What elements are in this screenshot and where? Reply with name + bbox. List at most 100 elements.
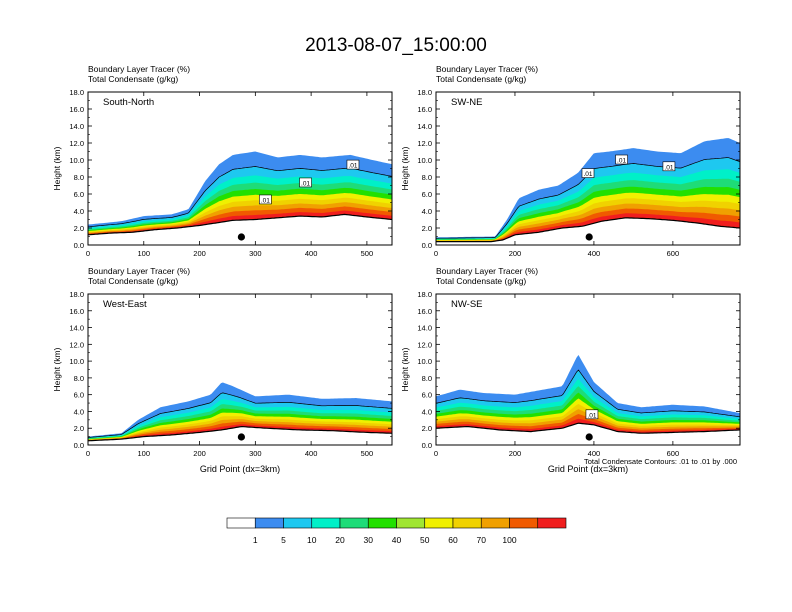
colorbar-label: 50 (420, 535, 430, 545)
panel-subtitle-condensate: Total Condensate (g/kg) (436, 74, 526, 84)
x-tick-label: 500 (361, 449, 374, 458)
colorbar-swatch (424, 517, 454, 529)
contour-label: .01 (662, 161, 676, 171)
location-marker (585, 433, 593, 441)
contour-label-text: .01 (587, 412, 596, 419)
colorbar-label: 40 (392, 535, 402, 545)
y-tick-label: 12.0 (417, 139, 432, 148)
terrain-line (436, 217, 740, 243)
contour-label-box (585, 409, 599, 420)
location-marker (585, 233, 593, 241)
colorbar-label: 70 (477, 535, 487, 545)
location-marker (237, 233, 245, 241)
panel-subtitle-tracer: Boundary Layer Tracer (%) (436, 266, 538, 276)
y-tick-label: 14.0 (417, 122, 432, 131)
y-tick-label: 12.0 (69, 340, 84, 349)
panels: .01 .01 .01 0.0 2.0 4.0 6.0 8.0 10.0 12.0 14.0 16.0… (52, 64, 741, 474)
y-tick-label: 2.0 (74, 224, 84, 233)
panel-label: NW-SE (451, 299, 483, 310)
y-tick-label: 14.0 (69, 122, 84, 131)
contour-label: .01 (615, 154, 628, 165)
y-tick-label: 10.0 (417, 156, 432, 165)
y-tick-label: 10.0 (69, 357, 84, 366)
contour-footnote: Total Condensate Contours: .01 to .01 by… (584, 457, 737, 466)
x-tick-label: 200 (509, 249, 522, 258)
condensate-contour (88, 166, 392, 228)
x-tick-label: 600 (667, 449, 680, 458)
colorbar-label: 30 (364, 535, 374, 545)
colorbar-swatch (254, 517, 284, 529)
colorbar-label: 20 (335, 535, 345, 545)
contour-label: .01 (299, 177, 312, 187)
y-tick-label: 0.0 (422, 441, 432, 450)
contour-label-box (346, 159, 360, 170)
terrain-fill (436, 217, 740, 245)
y-tick-label: 0.0 (422, 241, 432, 250)
y-axis-label: Height (km) (52, 146, 62, 190)
y-tick-label: 14.0 (69, 324, 84, 333)
y-tick-label: 16.0 (417, 105, 432, 114)
x-axis-label: Grid Point (dx=3km) (200, 464, 280, 474)
colorbar-swatch (283, 517, 313, 529)
x-tick-label: 0 (434, 449, 438, 458)
contour-label-box (581, 168, 595, 178)
y-tick-label: 18.0 (417, 290, 432, 299)
x-tick-label: 100 (138, 449, 151, 458)
contour-label-text: .01 (261, 197, 270, 204)
panel-label: South-North (103, 97, 154, 108)
y-tick-label: 8.0 (74, 173, 84, 182)
colorbar-swatch (537, 517, 567, 529)
contour-label-text: .01 (583, 171, 592, 178)
figure-title: 2013-08-07_15:00:00 (305, 35, 487, 56)
y-tick-label: 2.0 (422, 424, 432, 433)
plot-area: .01 .01 .01 (436, 138, 740, 245)
x-tick-label: 0 (434, 249, 438, 258)
colorbar-swatch (480, 517, 510, 529)
contour-label-box (259, 194, 272, 205)
colorbar-label: 100 (502, 535, 516, 545)
y-tick-label: 6.0 (422, 391, 432, 400)
x-tick-label: 400 (588, 249, 601, 258)
tracer-band-10 (436, 213, 740, 242)
x-tick-label: 600 (667, 249, 680, 258)
y-tick-label: 2.0 (74, 424, 84, 433)
x-tick-label: 0 (86, 249, 90, 258)
panel-subtitle-tracer: Boundary Layer Tracer (%) (88, 64, 190, 74)
y-tick-label: 12.0 (417, 340, 432, 349)
contour-label: .01 (585, 409, 599, 420)
tracer-band-10 (436, 418, 740, 434)
x-tick-label: 300 (249, 449, 262, 458)
colorbar-swatch (509, 517, 539, 529)
panel-subtitle-condensate: Total Condensate (g/kg) (88, 276, 178, 286)
panel-label: SW-NE (451, 97, 483, 108)
panel-sw-ne: .01 .01 .01 0.0 2.0 4.0 6.0 8.0 10.0 12.0 14.0 16.0… (400, 64, 741, 258)
tracer-band-10 (88, 424, 392, 441)
contour-label-box (615, 154, 628, 165)
panel-subtitle-condensate: Total Condensate (g/kg) (436, 276, 526, 286)
y-tick-label: 8.0 (422, 374, 432, 383)
y-tick-label: 4.0 (74, 207, 84, 216)
y-tick-label: 10.0 (69, 156, 84, 165)
terrain-line (436, 422, 740, 434)
terrain-line (88, 213, 392, 236)
x-tick-label: 400 (305, 249, 318, 258)
colorbar-label: 10 (307, 535, 317, 545)
y-tick-label: 16.0 (69, 307, 84, 316)
panel-subtitle-tracer: Boundary Layer Tracer (%) (88, 266, 190, 276)
colorbar-swatch (367, 517, 397, 529)
colorbar-label: 60 (448, 535, 458, 545)
plot-area: .01 .01 .01 (88, 151, 392, 245)
contour-label-text: .01 (617, 158, 626, 165)
x-tick-label: 300 (249, 249, 262, 258)
panel-label: West-East (103, 299, 147, 310)
y-tick-label: 4.0 (422, 407, 432, 416)
x-axis-label: Grid Point (dx=3km) (548, 464, 628, 474)
y-tick-label: 4.0 (74, 407, 84, 416)
y-tick-label: 16.0 (69, 105, 84, 114)
plot-area (88, 382, 392, 445)
x-tick-label: 200 (509, 449, 522, 458)
colorbar: 1 5 10 20 30 40 50 60 70 100 (226, 517, 567, 545)
x-tick-label: 0 (86, 449, 90, 458)
panel-south-north: .01 .01 .01 0.0 2.0 4.0 6.0 8.0 10.0 12.0 14.0 16.0… (52, 64, 393, 258)
terrain-line (88, 425, 392, 442)
